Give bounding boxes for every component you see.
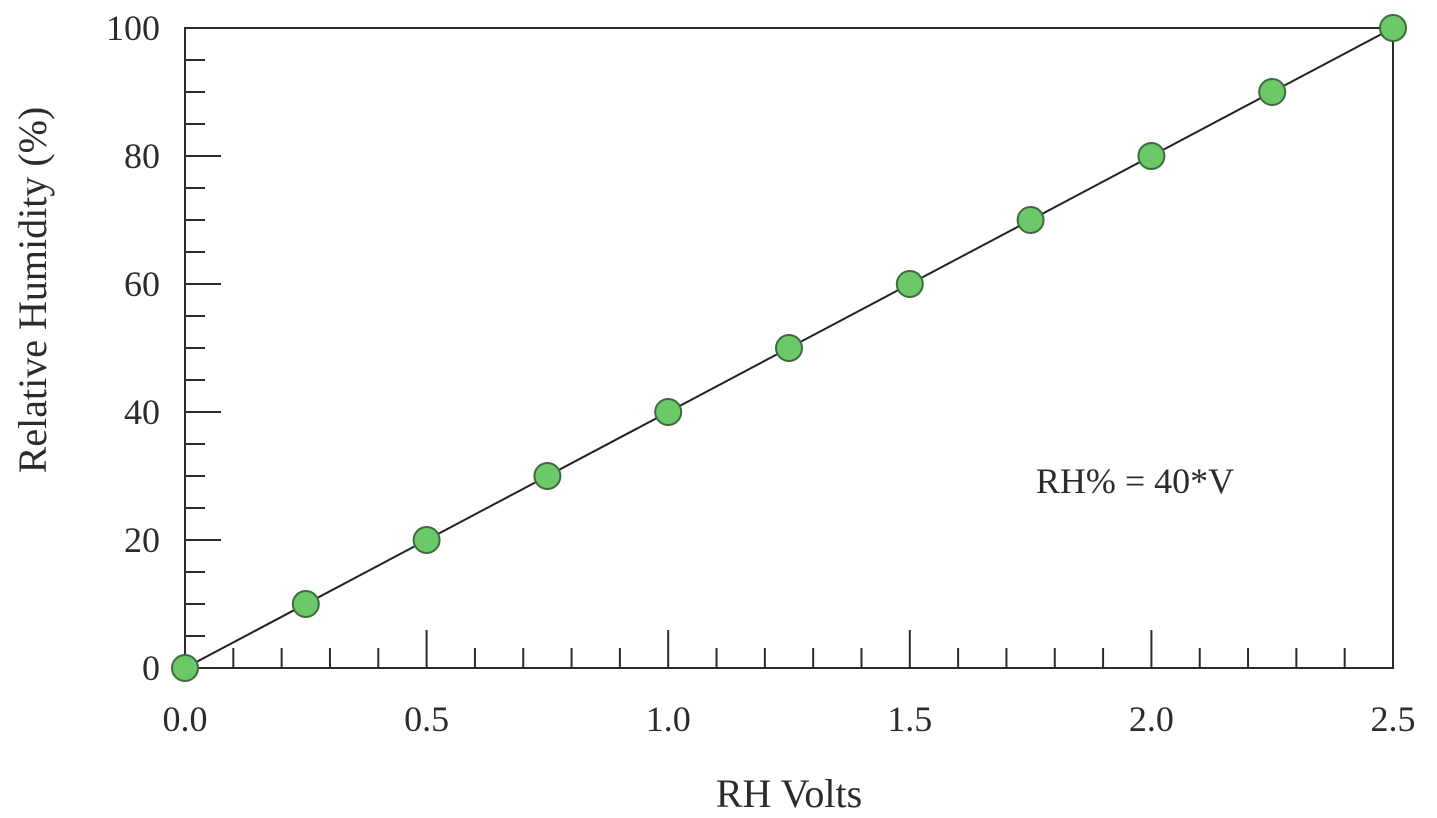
data-point xyxy=(1379,14,1407,42)
data-point xyxy=(1258,78,1287,106)
y-tick-label: 80 xyxy=(124,136,160,176)
data-points xyxy=(171,14,1407,682)
x-tick-label: 2.0 xyxy=(1129,699,1174,739)
data-point xyxy=(895,270,924,298)
data-point xyxy=(533,462,562,490)
y-tick-labels: 0 20 40 60 80 100 xyxy=(106,8,160,688)
y-tick-label: 40 xyxy=(124,392,160,432)
x-tick-label: 0.5 xyxy=(404,699,449,739)
y-tick-label: 100 xyxy=(106,8,160,48)
y-tick-label: 20 xyxy=(124,520,160,560)
minor-ticks xyxy=(185,59,1346,668)
data-point xyxy=(654,398,683,426)
y-tick-label: 60 xyxy=(124,264,160,304)
data-point xyxy=(1137,142,1166,170)
x-axis-title: RH Volts xyxy=(716,771,862,816)
annotation: RH% = 40*V xyxy=(1036,461,1234,501)
data-point xyxy=(291,590,320,618)
data-point xyxy=(775,334,803,362)
x-tick-label: 1.0 xyxy=(646,699,691,739)
data-point xyxy=(412,526,441,554)
x-tick-labels: 0.0 0.5 1.0 1.5 2.0 2.5 xyxy=(163,699,1416,739)
x-tick-label: 1.5 xyxy=(887,699,932,739)
x-tick-label: 0.0 xyxy=(163,699,208,739)
y-tick-label: 0 xyxy=(142,648,160,688)
x-tick-label: 2.5 xyxy=(1371,699,1416,739)
data-point xyxy=(171,654,199,682)
y-axis-title: Relative Humidity (%) xyxy=(10,107,55,474)
data-point xyxy=(1016,206,1045,234)
